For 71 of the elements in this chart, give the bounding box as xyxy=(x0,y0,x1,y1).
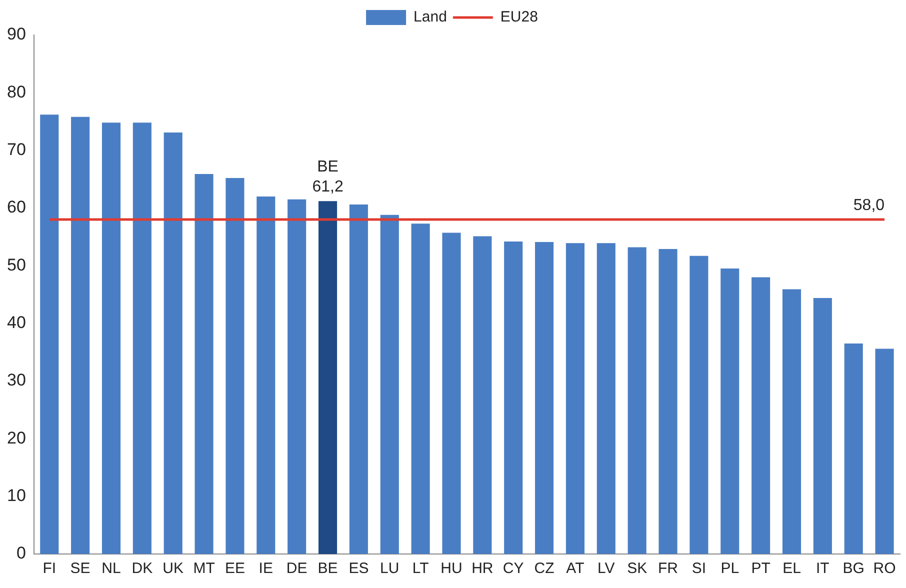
x-tick-label: UK xyxy=(162,560,184,578)
bar xyxy=(226,178,244,554)
x-tick-label: FR xyxy=(658,560,678,578)
bar xyxy=(288,199,306,554)
x-tick-label: HR xyxy=(472,560,494,578)
x-tick-label: EL xyxy=(782,560,801,578)
bar xyxy=(844,344,863,554)
x-tick-label: SE xyxy=(70,560,90,578)
y-tick-label: 20 xyxy=(6,428,26,448)
x-tick-label: SK xyxy=(627,560,648,578)
bar xyxy=(71,116,90,554)
x-tick-label: IT xyxy=(816,560,830,578)
bar xyxy=(102,122,121,554)
x-tick-label: LT xyxy=(412,560,429,578)
bar xyxy=(132,122,152,554)
y-tick-label: 60 xyxy=(6,198,26,217)
bar xyxy=(194,174,214,554)
bar xyxy=(782,289,802,554)
bar xyxy=(164,132,182,554)
bar xyxy=(349,204,368,554)
x-tick-label: ES xyxy=(348,560,369,578)
x-tick-label: BE xyxy=(318,560,338,578)
bar xyxy=(473,236,492,554)
legend-label: Land xyxy=(414,8,447,26)
x-tick-label: SI xyxy=(692,560,706,578)
x-tick-label: HU xyxy=(440,560,462,578)
x-tick-label: LU xyxy=(380,560,400,578)
bar xyxy=(813,298,832,554)
bar xyxy=(566,243,584,554)
bar xyxy=(628,247,646,554)
legend-label: EU28 xyxy=(500,8,538,26)
y-tick-label: 50 xyxy=(6,255,26,274)
bar xyxy=(720,268,740,554)
x-tick-label: EE xyxy=(224,560,245,578)
bar xyxy=(40,114,59,554)
data-label: 61,2 xyxy=(312,178,344,196)
y-tick-label: 70 xyxy=(6,140,26,160)
bar xyxy=(658,248,678,554)
x-tick-label: MT xyxy=(193,560,215,578)
y-tick-label: 90 xyxy=(6,24,26,44)
bar xyxy=(256,196,276,554)
y-tick-label: 80 xyxy=(6,82,26,102)
bar xyxy=(504,241,523,554)
x-tick-label: PT xyxy=(751,560,770,578)
y-tick-label: 30 xyxy=(6,370,26,390)
y-tick-label: 0 xyxy=(16,544,26,563)
bar xyxy=(411,224,430,554)
bar xyxy=(690,256,708,554)
annotation: BE xyxy=(317,158,338,176)
bar xyxy=(875,348,894,554)
x-tick-label: AT xyxy=(566,560,584,578)
x-tick-label: CY xyxy=(502,560,524,578)
x-tick-label: DE xyxy=(286,560,308,578)
bar xyxy=(318,201,338,554)
bar xyxy=(442,232,461,554)
data-label: 58,0 xyxy=(853,196,885,214)
x-tick-label: LV xyxy=(598,560,615,578)
x-tick-label: BG xyxy=(842,560,864,578)
y-tick-label: 10 xyxy=(6,486,26,506)
x-tick-label: IE xyxy=(258,560,273,578)
x-tick-label: FI xyxy=(42,560,56,578)
bar xyxy=(596,243,616,554)
x-tick-label: CZ xyxy=(534,560,554,578)
y-tick-label: 40 xyxy=(6,313,26,332)
x-tick-label: NL xyxy=(102,560,121,578)
x-tick-label: PL xyxy=(720,560,740,578)
bar xyxy=(535,242,554,554)
bar xyxy=(380,214,399,554)
x-tick-label: DK xyxy=(132,560,153,578)
x-tick-label: RO xyxy=(873,560,896,578)
bar xyxy=(752,277,770,554)
